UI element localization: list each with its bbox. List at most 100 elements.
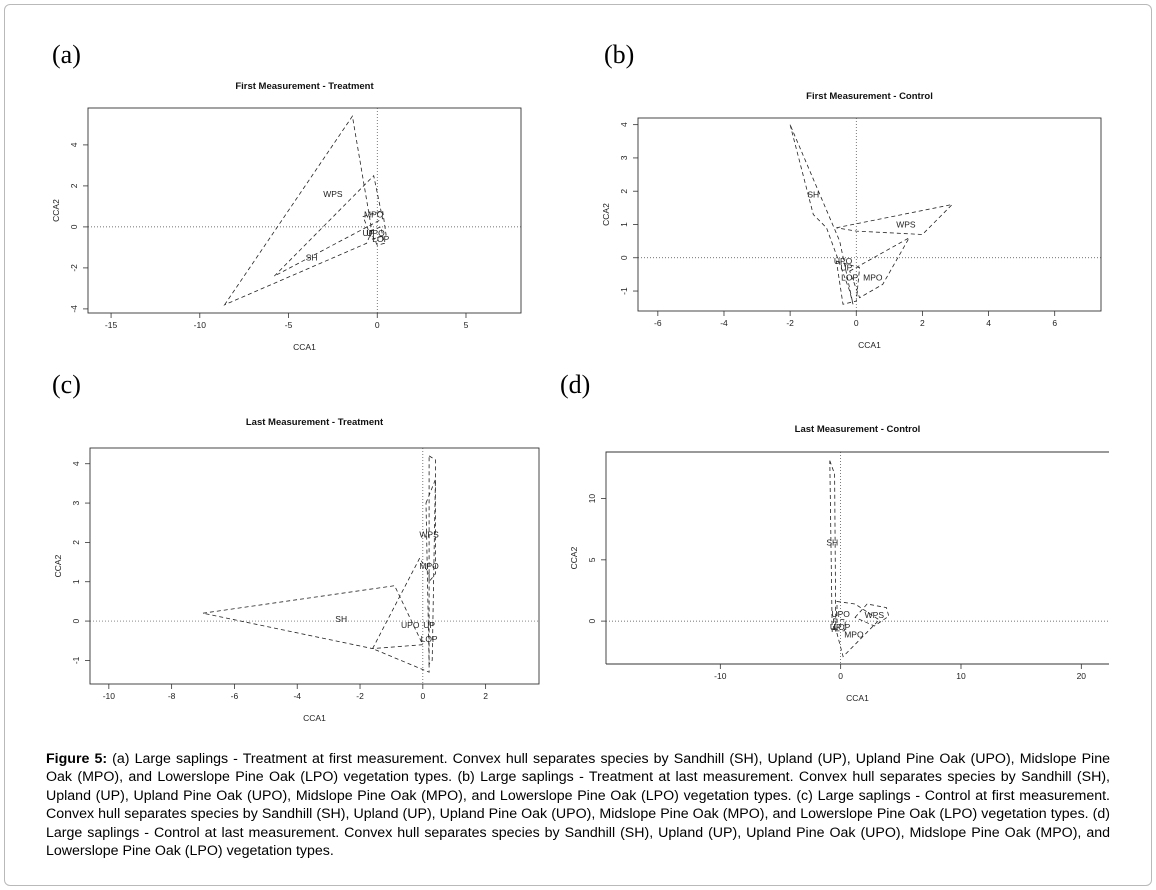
panel-c-label-up: UP	[423, 620, 435, 630]
panel-b-plot-box	[637, 117, 1102, 312]
figure-caption-text: (a) Large saplings - Treatment at first …	[46, 751, 1110, 860]
panel-c-y-axis-label: CCA2	[53, 554, 63, 577]
panel-b-hull-mpo	[849, 236, 911, 299]
panel-a-x-tick-label-4: 5	[464, 320, 469, 330]
panel-a-y-tick-label-4: 4	[69, 142, 79, 147]
panel-a-plot-box	[87, 107, 522, 314]
panel-b-x-tick-label-1: -4	[720, 318, 728, 328]
panel-b-y-tick-label-3: 2	[619, 189, 629, 194]
panel-c-x-axis-label: CCA1	[303, 713, 326, 723]
panel-d-y-axis-label: CCA2	[569, 546, 579, 569]
figure-caption: Figure 5: (a) Large saplings - Treatment…	[46, 750, 1110, 860]
panel-b-hull-up	[835, 260, 861, 305]
panel-b-hull-wps	[836, 203, 954, 235]
panel-d-plot-box	[605, 451, 1109, 665]
panel-b-label-lop: LOP	[841, 273, 858, 283]
panel-c-x-tick-label-5: 0	[420, 691, 425, 701]
panel-d-label-mpo: MPO	[844, 630, 864, 640]
panel-a-y-tick-label-0: -4	[69, 305, 79, 313]
panel-d-x-tick-label-3: 20	[1077, 671, 1087, 681]
panel-b-x-tick-label-2: -2	[786, 318, 794, 328]
panel-b-x-axis-label: CCA1	[858, 340, 881, 350]
panel-c-x-tick-label-3: -4	[293, 691, 301, 701]
panel-c-hull-sh	[202, 585, 424, 650]
panel-b-x-tick-label-4: 2	[920, 318, 925, 328]
panel-letter-a: (a)	[52, 40, 81, 69]
panel-a-y-tick-label-3: 2	[69, 183, 79, 188]
panel-a-hull-sh	[223, 115, 373, 306]
panel-d-hull-up	[833, 618, 846, 632]
panel-letter-c: (c)	[52, 370, 81, 399]
panel-b-label-up: UP	[840, 263, 852, 273]
panel-b-y-tick-label-1: 0	[619, 255, 629, 260]
panel-d-y-tick-label-0: 0	[587, 618, 597, 623]
panel-c-y-tick-label-4: 3	[71, 500, 81, 505]
panel-a-hull-wps	[274, 174, 384, 277]
panel-d-label-up: UP	[830, 622, 842, 632]
panel-d-label-upo: UPO	[831, 609, 850, 619]
panel-d-x-tick-label-2: 10	[956, 671, 966, 681]
panel-c-x-tick-label-4: -2	[356, 691, 364, 701]
panel-b-label-sh: SH	[807, 190, 819, 200]
panel-a-x-axis-label: CCA1	[293, 342, 316, 352]
figure-caption-label: Figure 5:	[46, 751, 108, 767]
panel-c-hull-wps	[428, 455, 436, 583]
panel-c-y-tick-label-0: -1	[71, 656, 81, 664]
panel-b-y-tick-label-2: 1	[619, 222, 629, 227]
panel-a-y-tick-label-1: -2	[69, 264, 79, 272]
panel-a-label-lop: LOP	[372, 234, 389, 244]
panel-b-label-mpo: MPO	[863, 273, 883, 283]
panel-c-y-tick-label-1: 0	[71, 618, 81, 623]
panel-d-label-wps: WPS	[865, 610, 885, 620]
panel-a-label-upo: UPO	[366, 228, 385, 238]
panel-c-label-sh: SH	[335, 614, 347, 624]
panel-c-x-tick-label-0: -10	[103, 691, 116, 701]
panel-b-x-tick-label-3: 0	[854, 318, 859, 328]
panel-d-label-sh: SH	[826, 538, 838, 548]
panel-c-y-tick-label-5: 4	[71, 461, 81, 466]
panel-a-y-axis-label: CCA2	[51, 199, 61, 222]
panel-a-label-sh: SH	[306, 253, 318, 263]
panel-c-y-tick-label-2: 1	[71, 579, 81, 584]
panel-d-title: Last Measurement - Control	[795, 424, 921, 435]
panel-b-x-tick-label-5: 4	[986, 318, 991, 328]
panel-d-x-tick-label-0: -10	[714, 671, 727, 681]
panel-a-hull-up	[369, 226, 385, 246]
panel-d-hull-mpo	[836, 601, 880, 658]
panel-letter-d: (d)	[560, 370, 591, 399]
panel-a-hull-mpo	[362, 209, 387, 240]
panel-c-label-upo: UPO	[401, 620, 420, 630]
panel-d-y-tick-label-1: 5	[587, 557, 597, 562]
panel-a-label-mpo: MPO	[364, 210, 384, 220]
panel-a-x-tick-label-3: 0	[375, 320, 380, 330]
panel-b-label-upo: UPO	[834, 256, 853, 266]
panel-a-label-up: UP	[362, 228, 374, 238]
panel-c-x-tick-label-6: 2	[483, 691, 488, 701]
panel-d-x-tick-label-1: 0	[838, 671, 843, 681]
panel-b-title: First Measurement - Control	[806, 91, 933, 102]
panel-b-y-tick-label-4: 3	[619, 155, 629, 160]
panel-b-hull-sh	[789, 124, 854, 305]
panel-c-label-lop: LOP	[421, 634, 438, 644]
panel-b-label-wps: WPS	[896, 219, 916, 229]
panel-a-x-tick-label-1: -10	[194, 320, 207, 330]
panel-a-y-tick-label-2: 0	[69, 224, 79, 229]
panel-a-x-tick-label-0: -15	[105, 320, 118, 330]
panel-c-y-tick-label-3: 2	[71, 540, 81, 545]
panel-a-x-tick-label-2: -5	[285, 320, 293, 330]
panel-c-label-wps: WPS	[419, 530, 439, 540]
panel-b-y-tick-label-0: -1	[619, 287, 629, 295]
panel-b-y-axis-label: CCA2	[601, 203, 611, 226]
panel-b-x-tick-label-6: 6	[1052, 318, 1057, 328]
panel-letter-b: (b)	[604, 40, 635, 69]
panel-d-hull-wps	[854, 603, 890, 627]
panel-c-hull-mpo	[372, 557, 430, 673]
panel-a-label-wps: WPS	[323, 189, 343, 199]
panel-d-y-tick-label-2: 10	[587, 494, 597, 504]
panel-c-plot-box	[89, 447, 540, 685]
panel-c-x-tick-label-2: -6	[231, 691, 239, 701]
figure-frame	[4, 4, 1152, 886]
panel-d-label-lop: LOP	[833, 622, 850, 632]
panel-c-hull-up	[425, 479, 436, 666]
